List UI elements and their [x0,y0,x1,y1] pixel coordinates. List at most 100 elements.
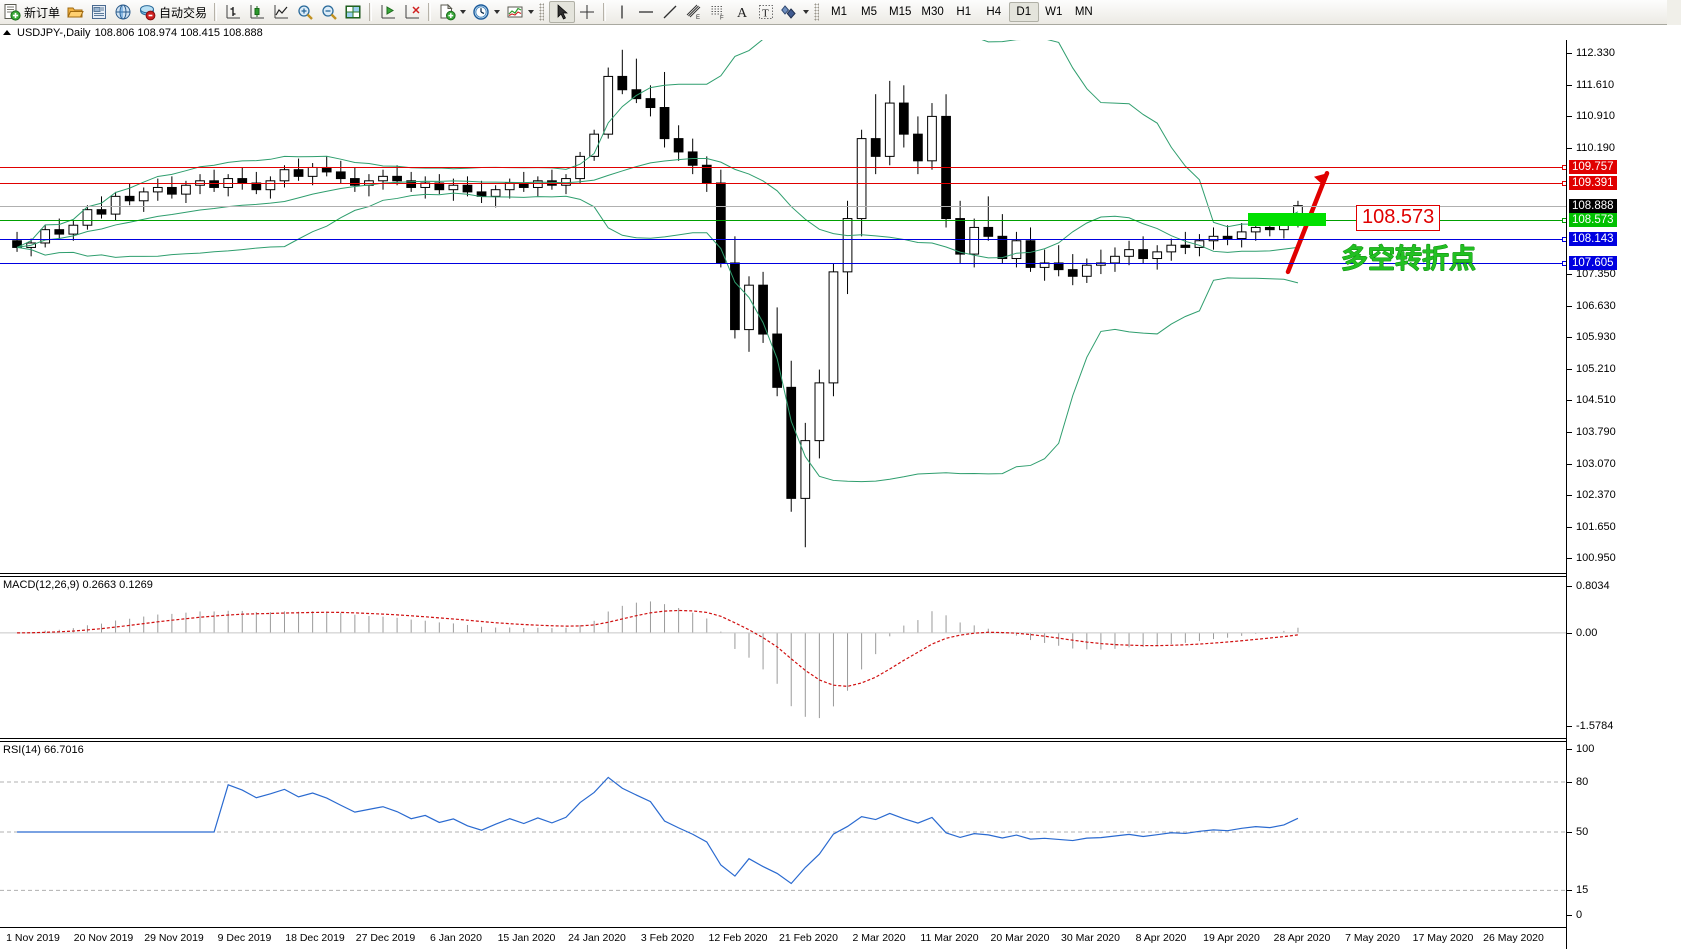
timeframe-m1-button[interactable]: M1 [831,6,848,18]
text-button[interactable]: A [730,1,754,23]
indicators-button[interactable] [503,1,537,23]
svg-text:F: F [720,16,724,22]
fibonacci-button[interactable]: F [706,1,730,23]
price-tag[interactable]: 108.143 [1569,231,1617,246]
tile-windows-icon [344,3,362,21]
price-tag[interactable]: 109.391 [1569,176,1617,191]
analysis-line[interactable] [0,260,1567,266]
price-tick: 103.790 [1567,426,1616,438]
up-arrow-annotation[interactable] [0,40,1566,573]
shapes-icon [781,3,799,21]
price-tick: 103.070 [1567,458,1616,470]
timeframe-m15-button[interactable]: M15 [889,6,912,18]
chevron-down-icon[interactable] [528,10,535,14]
price-scale[interactable]: 112.330 111.610 110.910 110.190 107.350 106.6… [1566,40,1681,949]
price-tick: 100.950 [1567,552,1616,564]
price-tag[interactable]: 107.605 [1569,255,1617,270]
shift-chart-icon [379,3,397,21]
rsi-tick: 0 [1567,909,1582,921]
date-label: 19 Apr 2020 [1203,932,1260,944]
bar-chart-button[interactable] [221,1,245,23]
date-label: 20 Mar 2020 [990,932,1050,944]
candlestick-chart-icon [248,3,266,21]
svg-text:A: A [737,6,748,21]
tile-windows-button[interactable] [341,1,365,23]
timeframe-mn-button[interactable]: MN [1074,6,1093,18]
main-toolbar: 新订单 [0,0,1681,25]
autotrade-label: 自动交易 [159,5,208,20]
price-tick: 104.510 [1567,394,1616,406]
timeframe-group: M1 M5 M15 M30 H1 H4 D1 W1 MN [824,2,1099,22]
price-tag[interactable]: 108.573 [1569,212,1617,227]
chevron-down-icon[interactable] [460,10,467,14]
rsi-tick: 50 [1567,826,1588,838]
analysis-line[interactable] [0,205,1566,207]
date-label: 12 Feb 2020 [708,932,768,944]
analysis-line[interactable] [0,236,1567,242]
horizontal-line-button[interactable] [634,1,658,23]
zoom-out-button[interactable] [317,1,341,23]
autotrade-button[interactable]: 自动交易 [135,1,210,23]
date-axis[interactable]: 1 Nov 2019 20 Nov 2019 29 Nov 2019 9 Dec 20… [0,927,1566,949]
trendline-button[interactable] [658,1,682,23]
analysis-line[interactable] [0,165,1567,171]
new-order-button[interactable]: 新订单 [0,1,63,23]
rsi-tick: 100 [1567,743,1594,755]
horizontal-line-icon [637,3,655,21]
symbol-name: USDJPY-,Daily [17,26,91,39]
date-label: 17 May 2020 [1412,932,1474,944]
candlestick-chart-button[interactable] [245,1,269,23]
toolbar-separator [214,3,218,21]
text-label-button[interactable]: T [754,1,778,23]
cursor-tool-button[interactable] [549,1,576,23]
trendline-icon [661,3,679,21]
timeframe-m30-button[interactable]: M30 [921,6,944,18]
rsi-pane[interactable]: RSI(14) 66.7016 [0,742,1681,922]
zoom-in-button[interactable] [293,1,317,23]
shapes-button[interactable] [778,1,812,23]
timeframe-d1-button[interactable]: D1 [1008,2,1039,22]
toolbar-separator [603,3,607,21]
folder-button[interactable] [63,1,87,23]
rsi-tick: 15 [1567,884,1588,896]
timeframe-w1-button[interactable]: W1 [1045,6,1063,18]
price-callout-label[interactable]: 108.573 [1356,204,1441,231]
timeframe-m5-button[interactable]: M5 [861,6,878,18]
vertical-line-button[interactable] [610,1,634,23]
price-tick: 105.210 [1567,363,1616,375]
chevron-down-icon[interactable] [803,10,810,14]
timeframe-h4-button[interactable]: H4 [986,6,1002,18]
autotrade-icon [138,3,156,21]
analysis-line[interactable] [0,181,1567,187]
symbol-info-bar: USDJPY-,Daily 108.806 108.974 108.415 10… [0,26,1681,39]
globe-button[interactable] [111,1,135,23]
crosshair-tool-button[interactable] [575,1,599,23]
price-pane[interactable]: 108.573 多空转折点 [0,40,1681,573]
news-button[interactable] [87,1,111,23]
date-label: 2 Mar 2020 [852,932,906,944]
date-label: 15 Jan 2020 [497,932,556,944]
line-chart-button[interactable] [269,1,293,23]
shift-chart-button[interactable] [376,1,400,23]
price-tag[interactable]: 108.888 [1569,198,1617,213]
green-highlight-rectangle[interactable] [1248,212,1326,226]
auto-scroll-button[interactable] [400,1,424,23]
macd-pane[interactable]: MACD(12,26,9) 0.2663 0.1269 [0,577,1681,734]
folder-icon [66,3,84,21]
toolbar-grip[interactable] [539,3,545,21]
equidistant-channel-button[interactable]: E [682,1,706,23]
new-template-button[interactable] [435,1,469,23]
timeframe-h1-button[interactable]: H1 [956,6,972,18]
analysis-line[interactable] [0,217,1567,223]
collapse-icon[interactable] [3,30,11,35]
chevron-down-icon[interactable] [494,10,501,14]
chart-area[interactable]: 108.573 多空转折点 MACD(12,26,9) 0.2663 0.126… [0,40,1681,949]
date-label: 8 Apr 2020 [1135,932,1187,944]
period-button[interactable] [469,1,503,23]
macd-tick: 0.00 [1567,627,1597,639]
window-scrollbar[interactable] [1667,0,1681,25]
price-tag[interactable]: 109.757 [1569,160,1617,175]
cursor-icon [553,3,571,21]
chinese-note-label[interactable]: 多空转折点 [1341,243,1476,275]
toolbar-grip[interactable] [814,3,820,21]
